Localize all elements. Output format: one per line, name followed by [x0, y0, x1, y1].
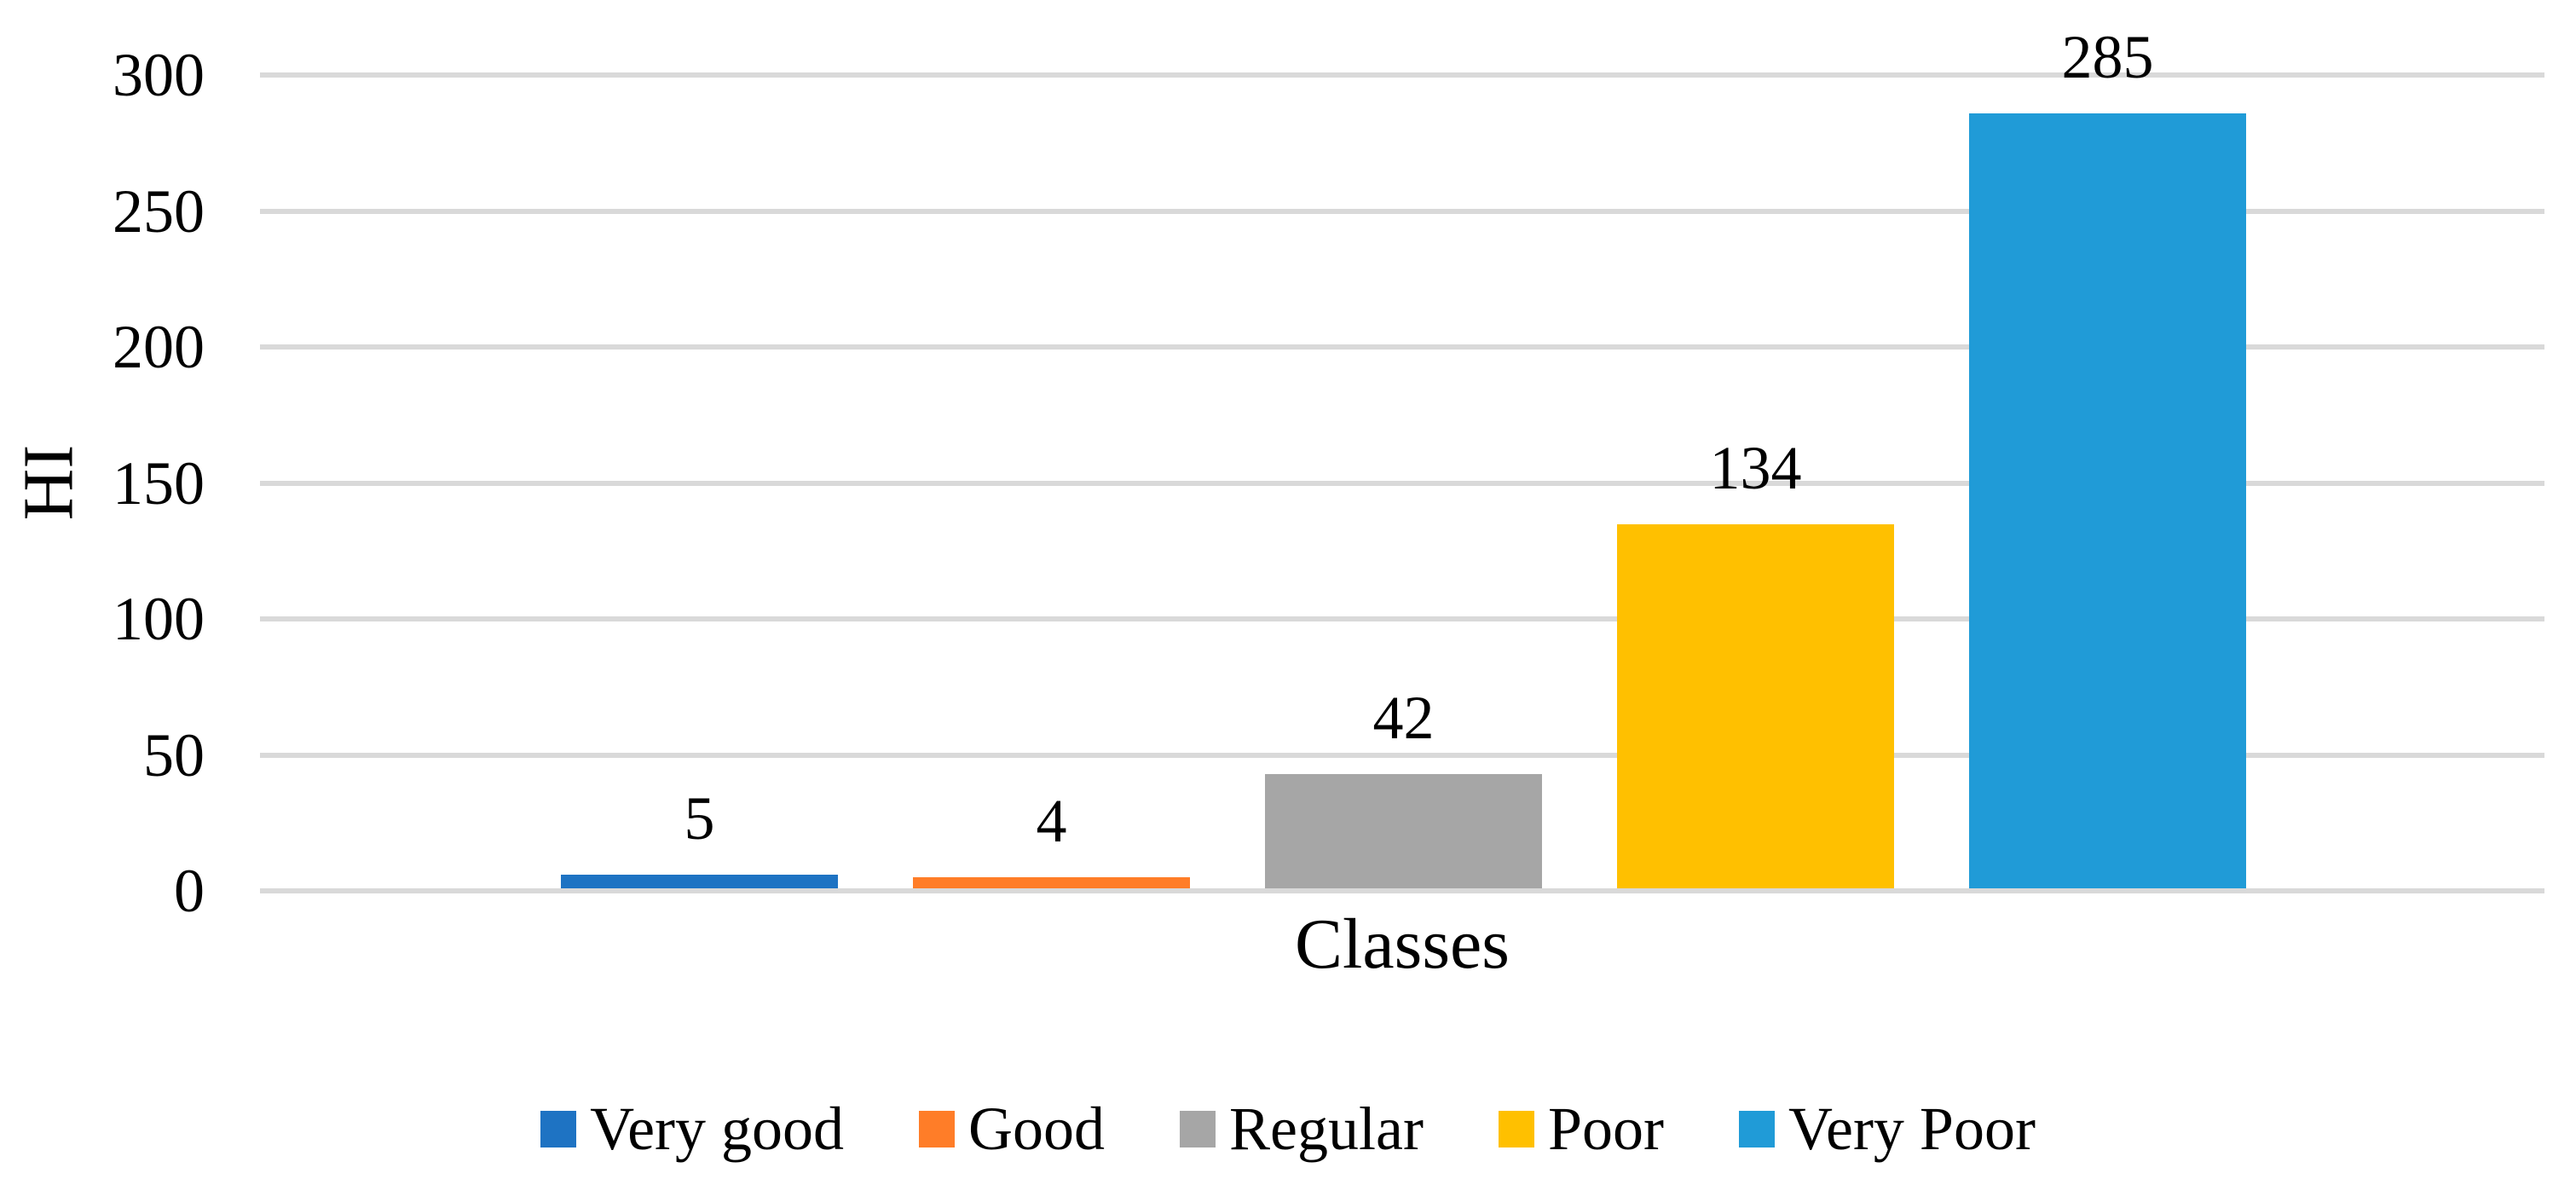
y-tick-label-100: 100 — [113, 585, 205, 653]
gridline-50 — [260, 752, 2544, 758]
bar-good — [913, 877, 1190, 888]
gridline-300 — [260, 72, 2544, 78]
y-axis-tick-labels: 0 50 100 150 200 250 300 — [0, 41, 205, 925]
y-tick-label-0: 0 — [174, 857, 205, 925]
y-tick-label-50: 50 — [143, 720, 205, 789]
legend-swatch-good — [919, 1110, 956, 1147]
legend-swatch-very-good — [540, 1110, 577, 1147]
bar-very-poor — [1969, 113, 2246, 888]
gridline-250 — [260, 208, 2544, 214]
legend-swatch-regular — [1180, 1110, 1216, 1147]
bar-regular — [1265, 774, 1542, 888]
x-axis-line — [260, 888, 2544, 893]
bar-poor — [1617, 523, 1894, 888]
legend: Very good Good Regular Poor Very Poor — [0, 1090, 2576, 1167]
plot-area: 5 4 42 134 285 — [260, 26, 2544, 893]
y-tick-label-300: 300 — [113, 41, 205, 109]
legend-label-very-poor: Very Poor — [1788, 1095, 2036, 1163]
bar-very-good — [561, 875, 838, 888]
data-label-very-good: 5 — [684, 784, 715, 853]
legend-label-regular: Regular — [1229, 1095, 1424, 1163]
data-label-poor: 134 — [1709, 433, 1802, 502]
legend-label-poor: Poor — [1547, 1095, 1664, 1163]
legend-item-very-good: Very good — [540, 1093, 844, 1165]
y-tick-label-150: 150 — [113, 448, 205, 517]
legend-item-poor: Poor — [1498, 1093, 1664, 1165]
data-label-very-poor: 285 — [2061, 22, 2154, 91]
legend-swatch-very-poor — [1738, 1110, 1775, 1147]
legend-item-regular: Regular — [1180, 1093, 1424, 1165]
gridline-100 — [260, 616, 2544, 621]
legend-swatch-poor — [1498, 1110, 1534, 1147]
x-axis-title: Classes — [1295, 905, 1510, 984]
gridline-150 — [260, 480, 2544, 486]
legend-item-very-poor: Very Poor — [1738, 1093, 2036, 1165]
legend-item-good: Good — [919, 1093, 1105, 1165]
data-label-regular: 42 — [1372, 684, 1435, 753]
legend-label-very-good: Very good — [590, 1095, 845, 1163]
y-tick-label-200: 200 — [113, 313, 205, 381]
gridline-200 — [260, 344, 2544, 350]
y-tick-label-250: 250 — [113, 176, 205, 246]
legend-label-good: Good — [968, 1095, 1106, 1163]
data-label-good: 4 — [1036, 787, 1067, 856]
